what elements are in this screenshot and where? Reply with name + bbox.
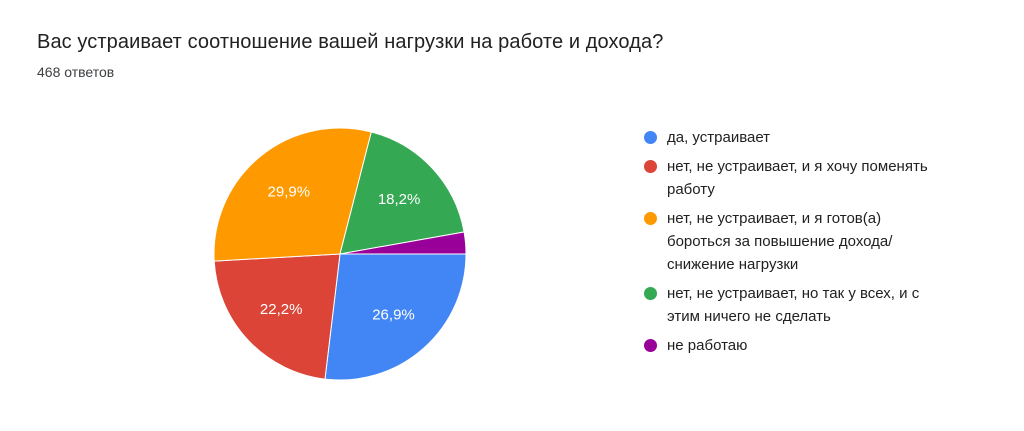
pie-slice-2[interactable] [213, 127, 372, 262]
question-header: Вас устраивает соотношение вашей нагрузк… [0, 0, 1024, 80]
legend-label: нет, не устраивает, но так у всех, и с э… [667, 285, 920, 325]
pie-chart-svg: 26,9% 22,2% 29,9% 18,2% [213, 127, 467, 381]
legend-item-0: да, устраивает [644, 126, 989, 149]
slice-percent-label: 18,2% [378, 191, 421, 208]
legend-label: не работаю [667, 337, 748, 354]
responses-count: 468 ответов [37, 64, 115, 80]
legend-color-dot [644, 131, 657, 144]
legend-color-dot [644, 339, 657, 352]
legend-label: да, устраивает [667, 129, 771, 146]
legend-item-3: нет, не устраивает, но так у всех, и с э… [644, 282, 989, 328]
legend-item-2: нет, не устраивает, и я готов(а) боротьс… [644, 207, 989, 276]
slice-percent-label: 22,2% [260, 301, 303, 318]
legend-color-dot [644, 160, 657, 173]
chart-legend: да, устраивает нет, не устраивает, и я хо… [644, 126, 989, 363]
pie-chart: 26,9% 22,2% 29,9% 18,2% [212, 126, 468, 382]
legend-item-4: не работаю [644, 334, 989, 357]
question-title: Вас устраивает соотношение вашей нагрузк… [37, 31, 664, 53]
pie-slice-4[interactable] [339, 231, 467, 255]
slice-percent-label: 29,9% [268, 184, 311, 201]
chart-area: 26,9% 22,2% 29,9% 18,2% да, устраивает нет, … [0, 126, 1024, 382]
legend-label: нет, не устраивает, и я хочу поменять ра… [667, 158, 928, 198]
slice-percent-label: 26,9% [372, 306, 415, 323]
legend-color-dot [644, 212, 657, 225]
pie-slice-0[interactable] [324, 253, 467, 381]
pie-slice-3[interactable] [339, 131, 465, 255]
legend-label: нет, не устраивает, и я готов(а) боротьс… [667, 210, 893, 273]
legend-color-dot [644, 287, 657, 300]
pie-slice-1[interactable] [213, 253, 341, 380]
legend-item-1: нет, не устраивает, и я хочу поменять ра… [644, 155, 989, 201]
